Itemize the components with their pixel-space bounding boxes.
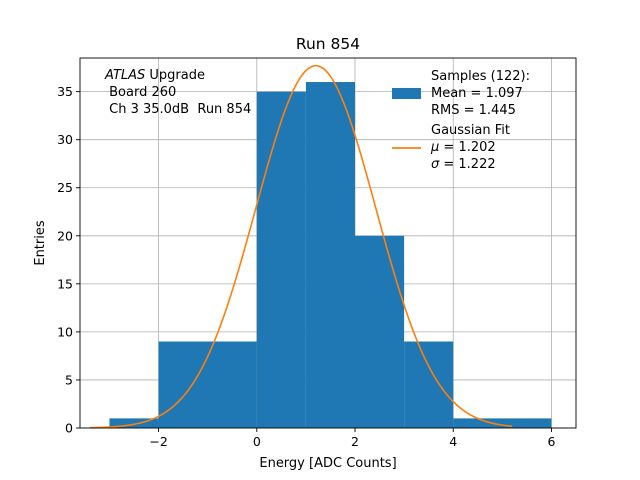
y-tick-label-3: 15 <box>57 276 73 291</box>
y-tick-label-5: 25 <box>57 180 73 195</box>
annotation-channel: Ch 3 35.0dB Run 854 <box>105 102 251 117</box>
bar-1 <box>158 341 257 428</box>
bar-3 <box>305 82 356 428</box>
y-tick-label-1: 5 <box>65 372 73 387</box>
bar-2 <box>256 91 306 429</box>
x-tick-label-2: 2 <box>351 434 359 449</box>
legend-samples-patch <box>392 88 421 99</box>
legend-samples-mean: Mean = 1.097 <box>431 86 523 101</box>
annotation-board: Board 260 <box>105 85 176 100</box>
y-tick-label-4: 20 <box>57 228 73 243</box>
legend-fit-sigma-value: = 1.222 <box>439 157 495 172</box>
x-axis-ticks: −2 0 2 4 6 <box>149 428 555 449</box>
bar-5 <box>404 341 454 428</box>
x-tick-label-1: 0 <box>253 434 261 449</box>
y-tick-label-7: 35 <box>57 84 73 99</box>
plot-frame <box>79 57 577 429</box>
bar-6 <box>453 418 552 428</box>
x-axis-label: Energy [ADC Counts] <box>259 456 396 471</box>
legend-samples-rms: RMS = 1.445 <box>431 103 516 118</box>
annotation-atlas: ATLAS <box>104 68 145 83</box>
legend-fit-sigma-symbol: σ <box>431 157 440 172</box>
atlas-annotation: ATLAS Upgrade Board 260 Ch 3 35.0dB Run … <box>104 68 251 117</box>
bar-4 <box>355 235 405 428</box>
legend-fit-mu-value: = 1.202 <box>439 140 495 155</box>
x-tick-label-3: 4 <box>449 434 457 449</box>
y-tick-label-6: 30 <box>57 132 73 147</box>
y-tick-label-0: 0 <box>65 421 73 436</box>
legend: Samples (122): Mean = 1.097 RMS = 1.445 … <box>392 69 530 172</box>
x-tick-label-0: −2 <box>149 434 167 449</box>
bar-0 <box>109 418 159 428</box>
y-axis-label: Entries <box>33 220 48 266</box>
annotation-upgrade: Upgrade <box>145 68 205 83</box>
gaussian-fit-curve <box>89 64 513 429</box>
legend-samples-title: Samples (122): <box>431 69 530 84</box>
histogram-bars <box>109 82 552 429</box>
svg-text:σ = 1.222: σ = 1.222 <box>431 157 496 172</box>
x-tick-label-4: 6 <box>547 434 555 449</box>
legend-fit-title: Gaussian Fit <box>431 123 510 138</box>
chart-title: Run 854 <box>296 35 360 53</box>
legend-fit-mu-symbol: μ <box>430 140 439 155</box>
svg-text:μ = 1.202: μ = 1.202 <box>430 140 496 155</box>
y-tick-label-2: 10 <box>57 324 73 339</box>
y-axis-ticks: 0 5 10 15 20 25 30 35 <box>57 84 80 436</box>
svg-text:ATLAS Upgrade: ATLAS Upgrade <box>104 68 205 83</box>
